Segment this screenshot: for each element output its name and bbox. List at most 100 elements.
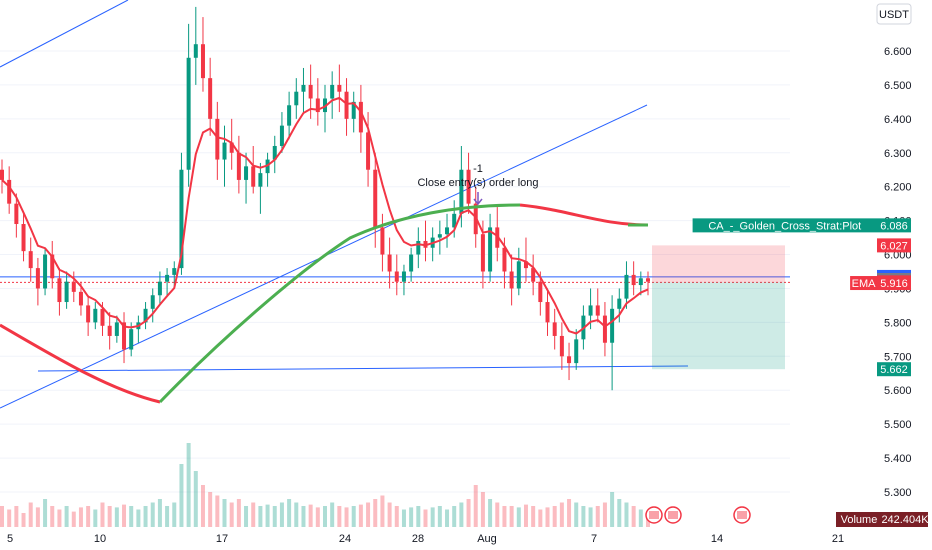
price-label-tag-bg [850, 276, 877, 291]
candle-body [358, 101, 363, 133]
volume-bar [588, 507, 593, 527]
candle-body [236, 152, 241, 180]
candle-body [150, 295, 155, 309]
volume-bar [179, 464, 184, 527]
volume-bar [366, 502, 371, 527]
price-labels: CA_-_Golden_Cross_Strat:Plot 6.086 6.027 5.… [692, 218, 911, 377]
volume-bar [337, 506, 342, 527]
volume-bar [71, 511, 76, 527]
volume-bar [595, 506, 600, 527]
price-tick: 5.600 [884, 385, 912, 397]
volume-bar [78, 507, 83, 527]
candle-body [624, 274, 629, 299]
price-tick: 5.500 [884, 419, 912, 431]
volume-bar [559, 502, 564, 527]
volume-bar [294, 502, 299, 527]
candle-body [602, 315, 607, 343]
candle-body [394, 271, 399, 282]
volume-bar [165, 506, 170, 527]
volume-bar [122, 504, 127, 527]
entry-text-label: Close entry(s) order long [417, 177, 538, 189]
short-position-box[interactable] [652, 245, 785, 370]
entry-marker-label: -1 [473, 163, 483, 175]
volume-bar [315, 507, 320, 527]
currency-badge[interactable] [876, 3, 912, 25]
candle-body [35, 268, 40, 289]
candle-body [380, 227, 385, 255]
volume-value: 242.404K [881, 514, 929, 526]
volume-bar [244, 506, 249, 527]
time-tick: Aug [477, 533, 497, 545]
volume-bar [86, 506, 91, 527]
volume-bar [409, 507, 414, 527]
volume-bar [617, 499, 622, 527]
volume-bar [172, 502, 177, 527]
volume-bar [21, 513, 26, 527]
event-icons[interactable] [645, 506, 751, 524]
candle-body [488, 227, 493, 272]
price-label-bg [877, 218, 911, 233]
volume-bar [394, 506, 399, 527]
ema-slow-green-line [158, 203, 521, 404]
candle-body [86, 305, 91, 323]
volume-bar [545, 507, 550, 527]
candle-body [100, 308, 105, 326]
candle-body [287, 105, 292, 126]
candle-body [193, 44, 198, 58]
volume-bar [488, 499, 493, 527]
volume-bar [552, 506, 557, 527]
candle-body [114, 322, 119, 336]
time-tick: 24 [339, 533, 351, 545]
candle-body [93, 308, 98, 323]
candle-body [172, 268, 177, 275]
volume-badge: Volume 242.404K [836, 512, 929, 527]
price-tick: 6.300 [884, 148, 912, 160]
candle-body [552, 322, 557, 336]
volume-bar [222, 499, 227, 527]
price-label-bg [877, 362, 911, 377]
candle-body [516, 261, 521, 289]
volume-bar [387, 502, 392, 527]
volume-bar [323, 506, 327, 527]
volume-bar [631, 506, 636, 527]
volume-bar [100, 502, 105, 527]
candle-body [229, 142, 234, 153]
volume-bar [624, 502, 629, 527]
volume-bar [538, 509, 543, 527]
volume-bar [272, 506, 277, 527]
candle-body [222, 142, 227, 160]
candle-body [157, 281, 162, 296]
us-flag-stripes [737, 511, 747, 519]
volume-bar [531, 506, 536, 527]
candle-body [531, 268, 536, 282]
entry-arrow-icon [473, 192, 483, 206]
volume-bar [502, 506, 507, 527]
volume-label: Volume [841, 514, 878, 526]
volume-bar [28, 502, 33, 527]
time-axis[interactable]: 5 10 17 24 28 Aug 7 14 21 [7, 533, 844, 545]
candle-body [567, 356, 572, 364]
price-tick: 6.500 [884, 80, 912, 92]
candlesticks [0, 6, 650, 391]
volume-bar [473, 485, 478, 527]
candle-body [574, 339, 579, 364]
price-tick: 6.400 [884, 114, 912, 126]
candle-body [373, 169, 378, 228]
volume-bar [430, 507, 435, 527]
volume-bar [351, 506, 356, 527]
candle-body [631, 274, 636, 286]
candle-body [330, 84, 335, 99]
candle-body [617, 298, 622, 309]
volume-bar [7, 509, 12, 527]
volume-bar [638, 509, 643, 527]
candle-body [337, 84, 342, 92]
volume-bar [437, 506, 442, 527]
us-flag-stripes [649, 511, 659, 519]
volume-bar [229, 502, 234, 527]
target-zone [652, 282, 785, 370]
price-label-value: 5.916 [880, 278, 908, 290]
candle-body [215, 118, 220, 160]
candle-body [244, 166, 249, 180]
ema-fast-line [1, 96, 649, 335]
